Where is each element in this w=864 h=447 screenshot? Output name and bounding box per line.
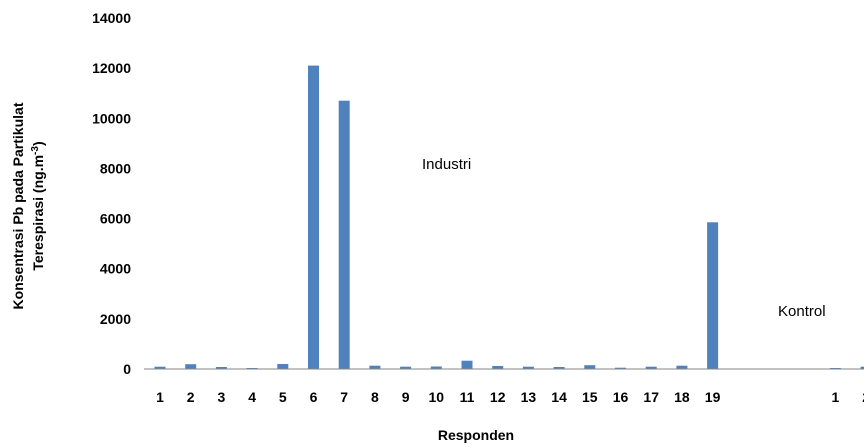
x-tick-label: 2: [187, 389, 195, 405]
x-tick-label: 1: [832, 389, 840, 405]
y-tick-label: 2000: [100, 311, 131, 327]
bar: [185, 364, 197, 369]
bars: [154, 65, 864, 369]
bar: [277, 364, 289, 369]
y-tick-label: 8000: [100, 160, 131, 176]
x-tick-label: 13: [521, 389, 537, 405]
x-tick-label: 15: [582, 389, 598, 405]
bar: [369, 365, 381, 369]
x-axis-ticks: 1234567891011121314151617181912345: [156, 389, 864, 405]
x-tick-label: 2: [862, 389, 864, 405]
y-tick-label: 0: [123, 361, 131, 377]
bar: [860, 366, 864, 369]
x-tick-label: 17: [643, 389, 659, 405]
x-tick-label: 6: [310, 389, 318, 405]
bar: [215, 367, 227, 369]
group-annotation-industri: Industri: [422, 156, 471, 173]
bar: [707, 222, 719, 369]
bar: [553, 367, 565, 369]
y-axis-title-line1: Konsentrasi Pb pada Partikulat: [10, 102, 26, 309]
x-tick-label: 18: [674, 389, 690, 405]
x-tick-label: 19: [705, 389, 721, 405]
bar: [676, 365, 688, 369]
x-tick-label: 16: [613, 389, 629, 405]
x-tick-label: 11: [460, 389, 475, 405]
group-annotation-kontrol: Kontrol: [778, 303, 826, 320]
x-tick-label: 7: [340, 389, 348, 405]
bar: [400, 366, 412, 369]
bar: [615, 367, 626, 369]
x-axis-title: Responden: [438, 427, 514, 443]
y-tick-label: 12000: [92, 60, 131, 76]
bar: [645, 366, 657, 369]
x-tick-label: 9: [402, 389, 410, 405]
y-tick-label: 4000: [100, 261, 131, 277]
y-tick-label: 10000: [92, 110, 131, 126]
bar: [154, 366, 166, 369]
bar: [308, 65, 319, 369]
x-tick-label: 14: [551, 389, 567, 405]
x-tick-label: 4: [248, 389, 256, 405]
bar: [584, 365, 596, 369]
x-tick-label: 3: [218, 389, 226, 405]
bar: [522, 366, 534, 369]
y-axis-title-line2: Terespirasi (ng.m-3): [30, 141, 47, 270]
x-tick-label: 1: [156, 389, 164, 405]
bar: [461, 360, 473, 369]
bar: [492, 366, 504, 369]
bar: [430, 366, 442, 369]
x-tick-label: 8: [371, 389, 379, 405]
bar: [338, 100, 350, 369]
x-tick-label: 5: [279, 389, 287, 405]
x-tick-label: 12: [490, 389, 506, 405]
y-tick-label: 6000: [100, 211, 131, 227]
x-tick-label: 10: [429, 389, 445, 405]
y-axis-ticks: 0 2000 4000 6000 8000 10000 12000 14000: [92, 10, 131, 377]
y-tick-label: 14000: [92, 10, 131, 26]
